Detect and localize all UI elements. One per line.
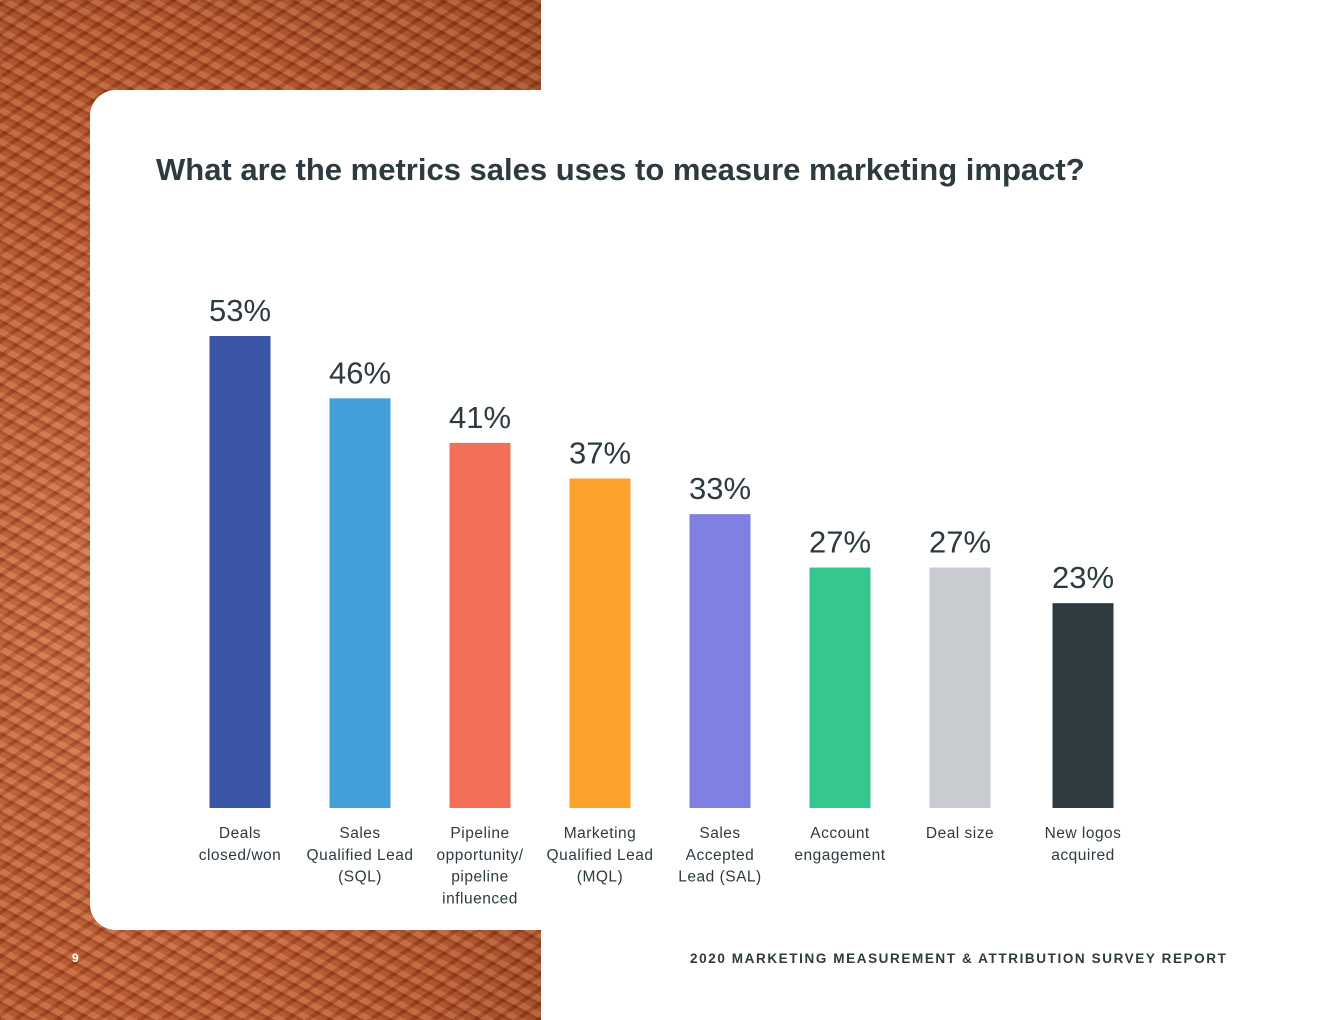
report-footer-title: 2020 MARKETING MEASUREMENT & ATTRIBUTION… (690, 951, 1228, 966)
content-card (90, 90, 1320, 930)
chart-title: What are the metrics sales uses to measu… (156, 152, 1085, 187)
page-number: 9 (72, 951, 79, 965)
